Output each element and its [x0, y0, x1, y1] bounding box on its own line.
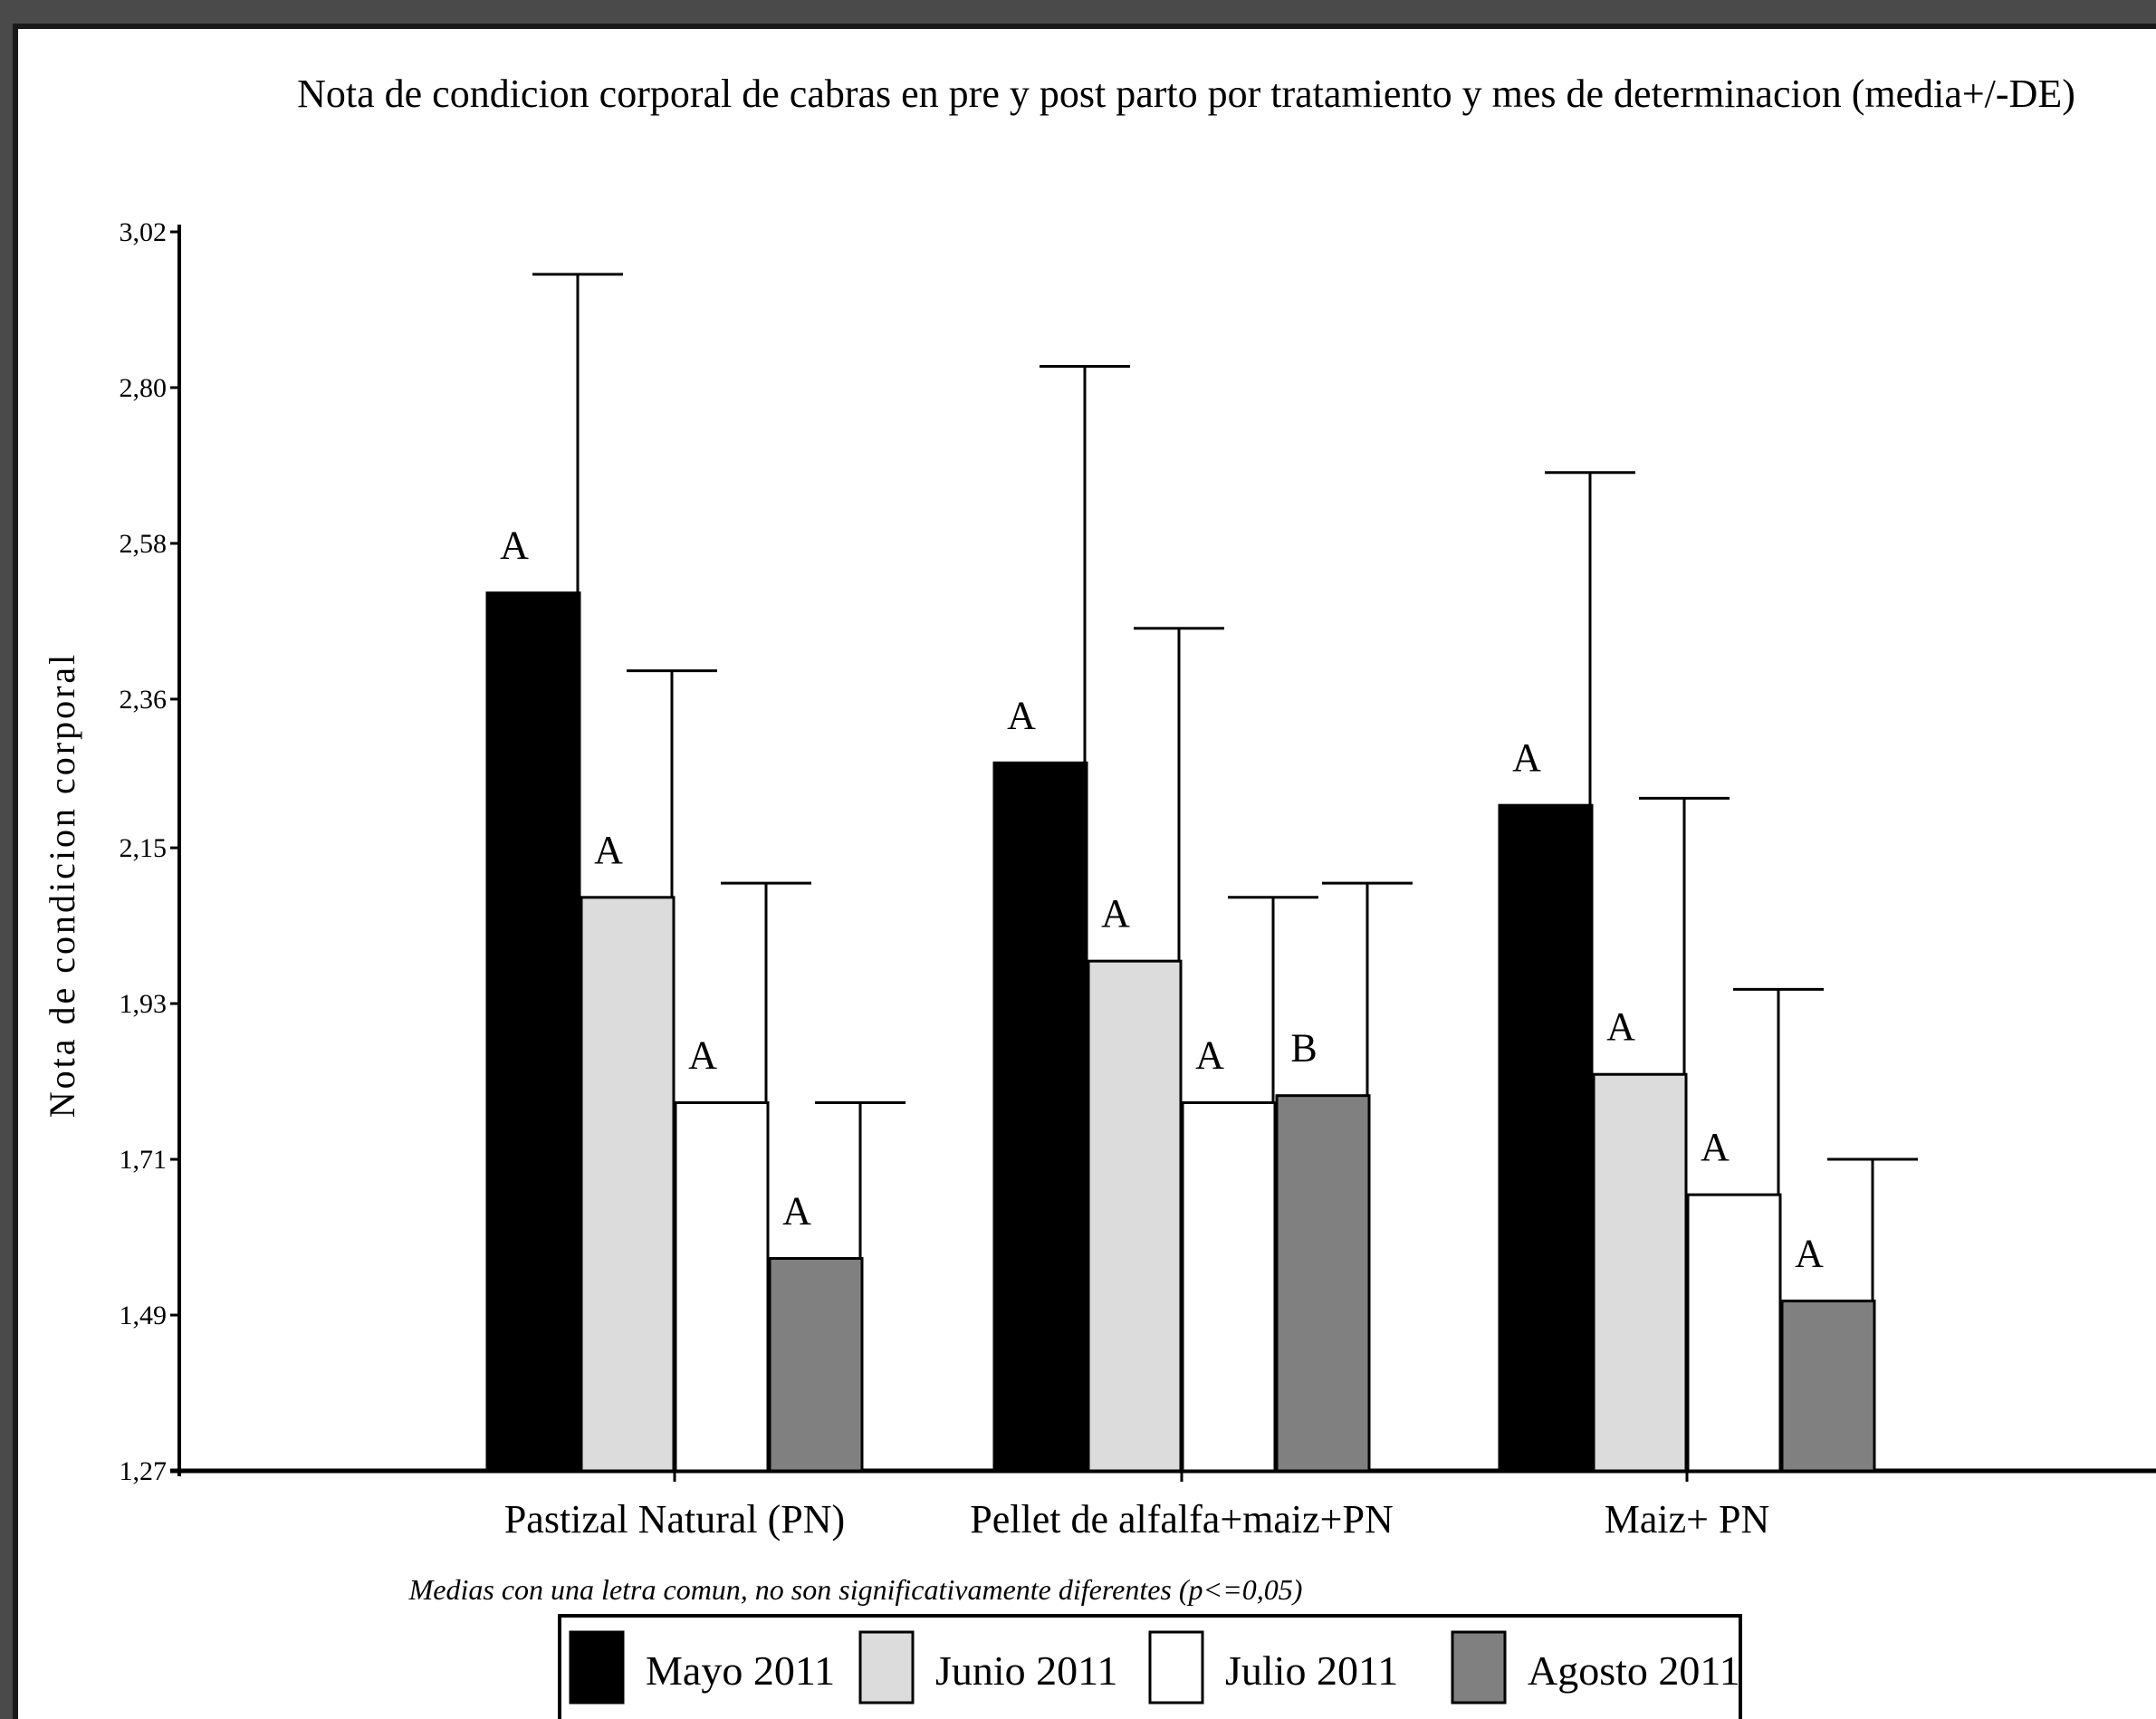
y-ticks: 3,02 2,80 2,58 2,36 2,15 1,93 1,71 1,49 1,27 [120, 217, 179, 1486]
bar [580, 896, 676, 1473]
significance-letter: A [500, 523, 529, 568]
significance-letter: A [594, 828, 623, 872]
legend-label: Junio 2011 [935, 1647, 1117, 1694]
significance-letter: A [1101, 891, 1130, 936]
bar [1780, 1299, 1876, 1473]
x-tick-label: Maiz+ PN [1605, 1497, 1769, 1541]
y-tick-label: 2,36 [120, 685, 168, 715]
x-tick-labels: Pastizal Natural (PN) Pellet de alfalfa+m… [504, 1471, 1769, 1541]
legend-label: Agosto 2011 [1528, 1647, 1740, 1694]
x-tick-label: Pellet de alfalfa+maiz+PN [970, 1497, 1393, 1541]
y-tick-label: 2,80 [120, 373, 168, 403]
y-tick-label: 1,27 [120, 1456, 168, 1486]
significance-letter: A [1007, 693, 1036, 737]
bar [992, 761, 1088, 1473]
significance-letters: A A A A A A A B A A A A [500, 523, 1824, 1276]
significance-letter: A [1701, 1125, 1730, 1169]
bar [1498, 803, 1594, 1473]
bar [674, 1101, 770, 1473]
bars [485, 591, 1876, 1473]
legend-swatch [1148, 1630, 1204, 1705]
significance-letter: B [1290, 1026, 1317, 1071]
error-bars [532, 273, 1918, 1301]
legend: Mayo 2011 Junio 2011 Julio 2011 Agosto 2011 [558, 1614, 1742, 1719]
y-tick-label: 1,93 [120, 989, 168, 1019]
bar [1275, 1094, 1371, 1473]
y-tick-label: 2,15 [120, 833, 168, 863]
bar [1686, 1193, 1782, 1473]
x-tick-label: Pastizal Natural (PN) [504, 1497, 845, 1541]
bar [768, 1256, 864, 1473]
chart-title: Nota de condicion corporal de cabras en … [297, 72, 2075, 116]
legend-swatch [1451, 1630, 1507, 1705]
y-tick-label: 1,71 [120, 1145, 168, 1175]
bar [485, 591, 581, 1473]
y-tick-label: 2,58 [120, 529, 168, 559]
significance-letter: A [1512, 735, 1541, 780]
y-axis-label: Nota de condicion corporal [42, 652, 82, 1119]
chart-panel: Nota de condicion corporal de cabras en … [13, 24, 2156, 1719]
bar [1087, 959, 1183, 1473]
bar [1181, 1101, 1277, 1473]
significance-letter: A [1606, 1004, 1635, 1049]
significance-letter: A [1795, 1231, 1824, 1275]
legend-swatch [858, 1630, 915, 1705]
significance-letter: A [1195, 1033, 1224, 1078]
footnote: Medias con una letra comun, no son signi… [408, 1573, 1303, 1606]
bar-chart: Nota de condicion corporal de cabras en … [42, 72, 2156, 1719]
bar [1592, 1072, 1688, 1473]
legend-label: Mayo 2011 [646, 1647, 835, 1694]
legend-swatch [569, 1630, 625, 1705]
y-tick-label: 1,49 [120, 1301, 168, 1330]
legend-label: Julio 2011 [1225, 1647, 1398, 1694]
y-tick-label: 3,02 [120, 217, 168, 247]
significance-letter: A [782, 1188, 811, 1233]
significance-letter: A [688, 1033, 717, 1078]
